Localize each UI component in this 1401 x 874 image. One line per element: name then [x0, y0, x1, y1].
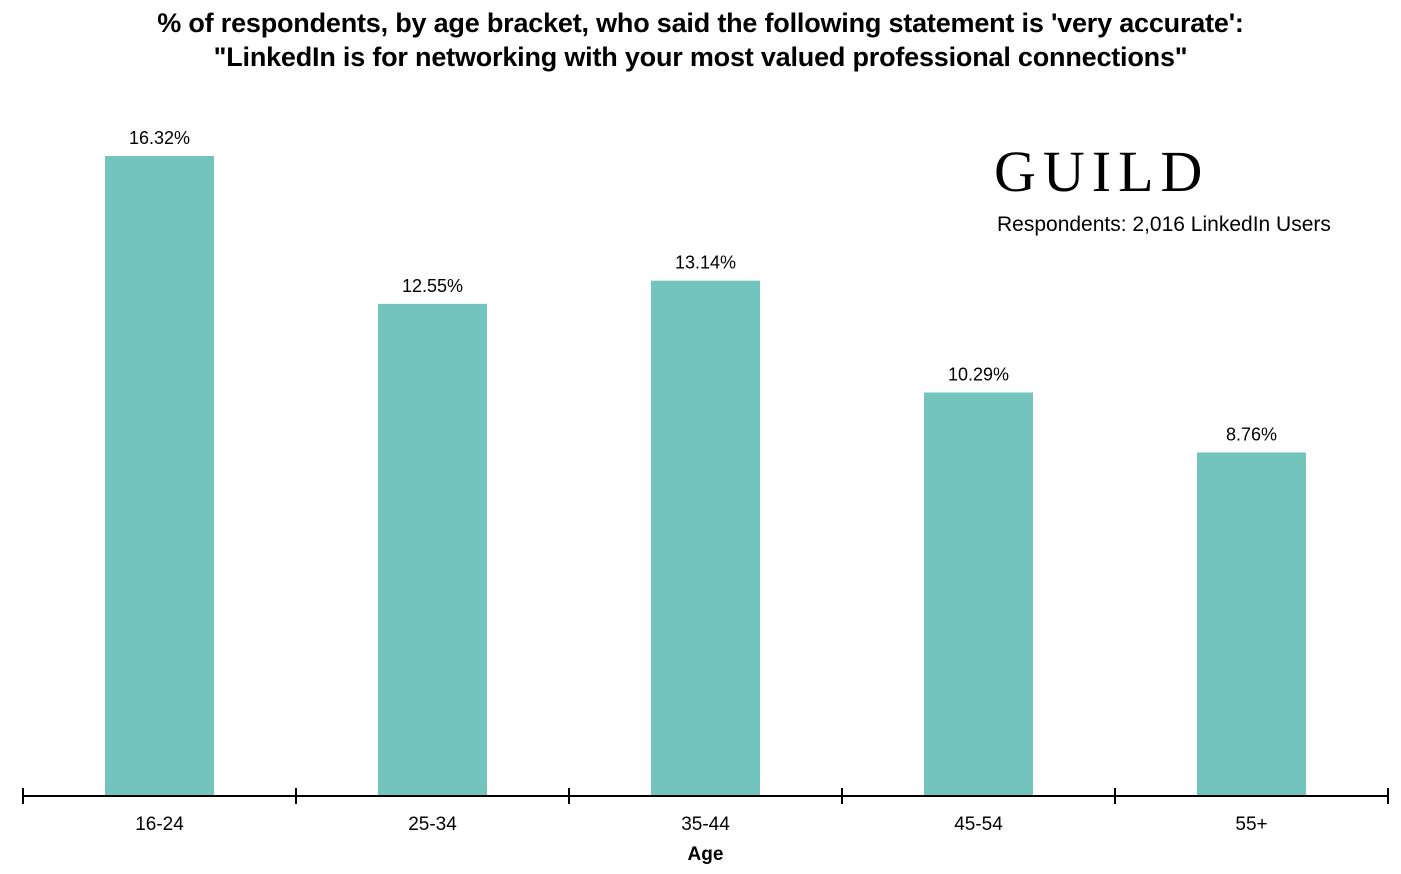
guild-logo: GUILD [994, 139, 1210, 204]
x-tick-label-35-44: 35-44 [681, 814, 730, 835]
value-label-35-44: 13.14% [675, 253, 736, 273]
x-tick-label-16-24: 16-24 [135, 814, 184, 835]
x-tick-label-25-34: 25-34 [408, 814, 457, 835]
x-tick-label-45-54: 45-54 [954, 814, 1003, 835]
tick-labels-layer: 16-24 25-34 35-44 45-54 55+ [135, 814, 1267, 835]
value-label-16-24: 16.32% [129, 128, 190, 148]
chart-title-line-1: % of respondents, by age bracket, who sa… [157, 8, 1244, 38]
x-tick-label-55+: 55+ [1235, 814, 1267, 835]
x-axis-title: Age [688, 844, 724, 865]
value-label-55+: 8.76% [1226, 424, 1277, 444]
chart-title-line-2: "LinkedIn is for networking with your mo… [213, 42, 1188, 72]
value-label-45-54: 10.29% [948, 364, 1009, 384]
bar-55+ [1197, 452, 1306, 796]
value-labels-layer: 16.32% 12.55% 13.14% 10.29% 8.76% [129, 128, 1277, 444]
ticks-layer [22, 788, 1389, 804]
bar-16-24 [105, 156, 214, 796]
respondents-note: Respondents: 2,016 LinkedIn Users [997, 213, 1331, 236]
bars-layer [105, 156, 1306, 796]
bar-35-44 [651, 280, 760, 796]
value-label-25-34: 12.55% [402, 276, 463, 296]
bar-45-54 [924, 392, 1033, 796]
bar-25-34 [378, 303, 487, 796]
